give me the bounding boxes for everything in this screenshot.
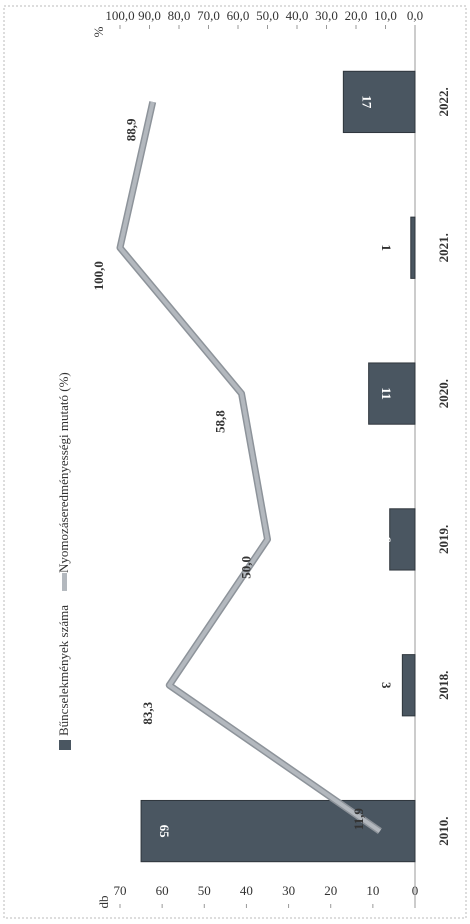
y2-tick-label: 0,0: [407, 8, 423, 23]
x-tick-label: 2018.: [436, 671, 451, 700]
bar: [401, 654, 416, 717]
bar: [368, 362, 416, 425]
y2-tick-label: 100,0: [105, 8, 134, 23]
line-series-inner: [118, 101, 382, 833]
y-tick-label: 20: [324, 883, 337, 898]
bar-value-label: 11: [379, 387, 394, 399]
line-value-label: 83,3: [140, 701, 155, 724]
x-tick-label: 2020.: [436, 379, 451, 408]
x-tick-label: 2021.: [436, 233, 451, 262]
y-tick-label: 40: [240, 883, 253, 898]
y-tick-label: 10: [366, 883, 379, 898]
bar-value-label: 65: [157, 825, 172, 839]
line-value-label: 50,0: [238, 556, 253, 579]
line-series: [116, 101, 382, 834]
y2-tick-label: 20,0: [345, 8, 368, 23]
y2-tick-label: 40,0: [286, 8, 309, 23]
legend-label: Nyomozáseredményességi mutató (%): [56, 372, 71, 573]
y-tick-label: 50: [198, 883, 211, 898]
rotated-chart: db % 0102030405060700,010,020,030,040,05…: [3, 5, 467, 919]
legend-swatch: [59, 740, 71, 750]
y2-tick-label: 90,0: [138, 8, 161, 23]
legend-label: Bűncselekmények száma: [56, 605, 71, 736]
y-tick-label: 30: [282, 883, 295, 898]
bar: [140, 799, 416, 863]
bar-value-label: 6: [379, 536, 394, 543]
x-tick-label: 2022.: [436, 87, 451, 116]
y2-axis-label: %: [91, 26, 106, 37]
bar: [410, 216, 416, 279]
line-value-label: 100,0: [91, 261, 106, 290]
y2-tick-label: 50,0: [256, 8, 279, 23]
x-tick-label: 2019.: [436, 525, 451, 554]
legend-swatch: [62, 572, 67, 591]
bar-value-label: 3: [379, 682, 394, 689]
line-value-label: 58,8: [213, 410, 228, 433]
line-value-label: 11,9: [351, 808, 366, 831]
y-tick-label: 60: [156, 883, 169, 898]
y2-tick-label: 30,0: [315, 8, 338, 23]
y2-tick-label: 10,0: [374, 8, 397, 23]
bar-value-label: 17: [359, 95, 374, 109]
line-value-label: 88,9: [124, 118, 139, 141]
y-tick-label: 70: [114, 883, 127, 898]
y-axis-label: db: [96, 896, 111, 909]
bar: [342, 70, 416, 134]
bar: [389, 508, 416, 571]
frame: [3, 5, 467, 919]
y2-tick-label: 60,0: [227, 8, 250, 23]
bar-value-label: 1: [379, 245, 394, 252]
x-tick-label: 2010.: [436, 816, 451, 845]
y2-tick-label: 80,0: [168, 8, 191, 23]
y2-tick-label: 70,0: [197, 8, 220, 23]
